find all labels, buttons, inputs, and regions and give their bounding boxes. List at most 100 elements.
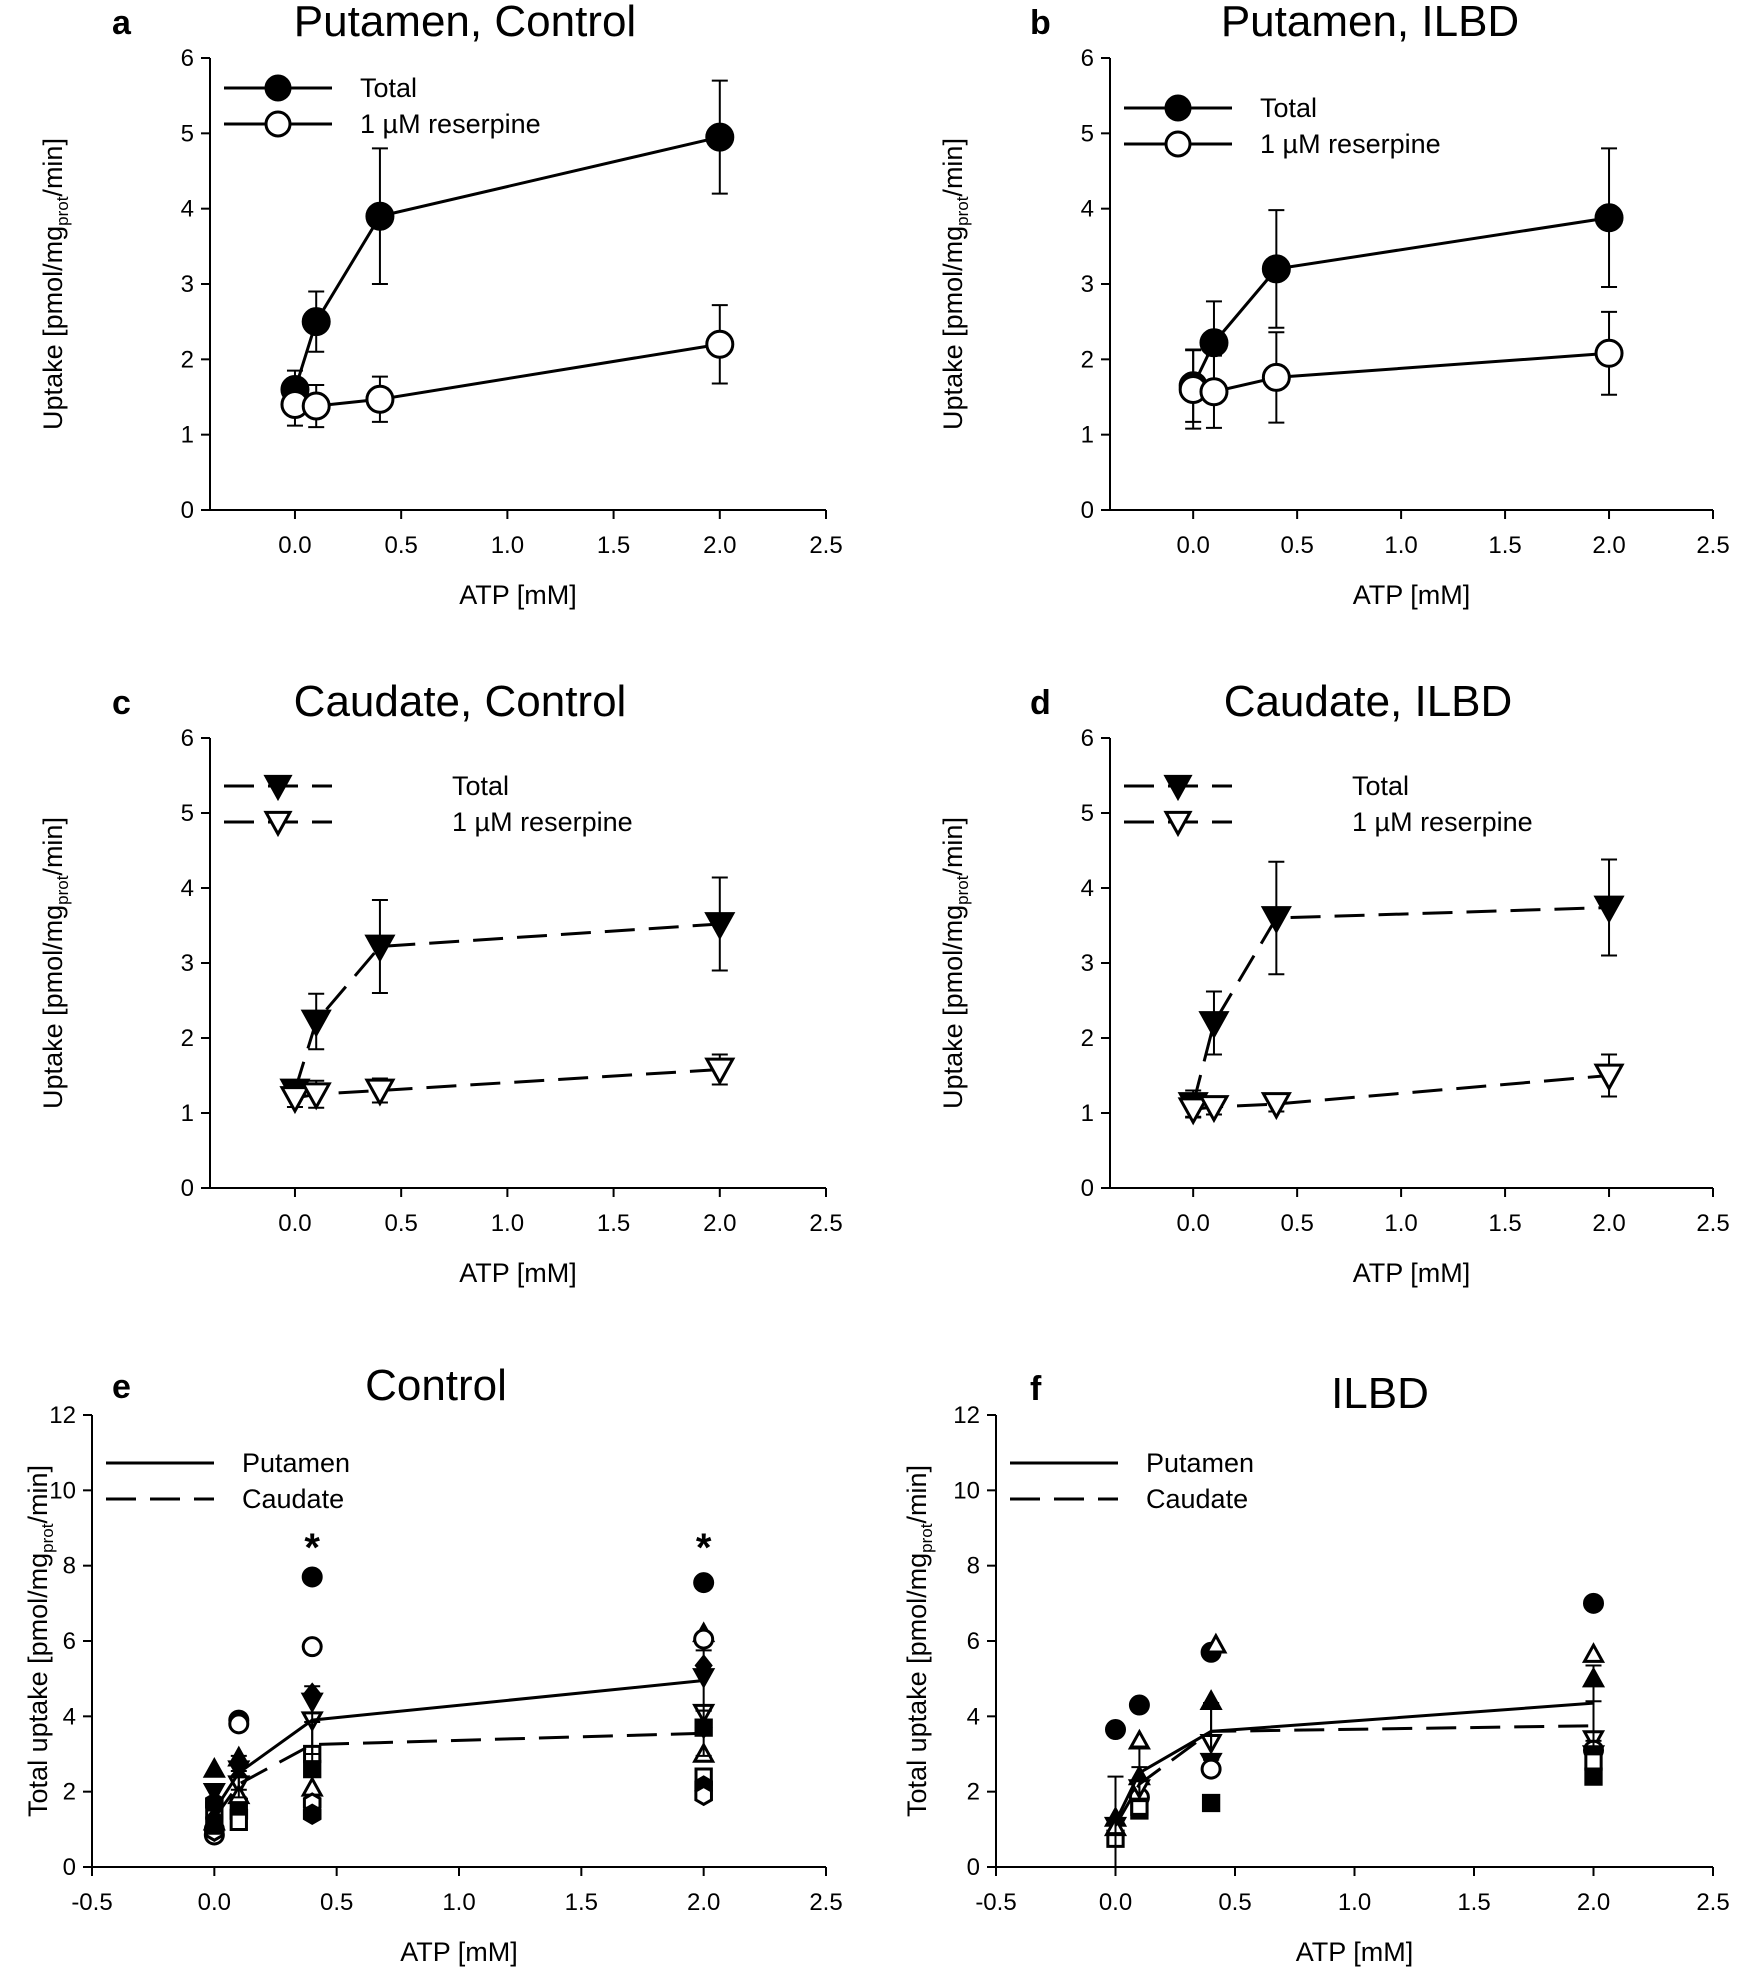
x-tick-label: 0.5 <box>1218 1889 1251 1916</box>
y-tick-label: 0 <box>1081 1175 1094 1202</box>
legend-marker <box>1164 130 1192 158</box>
y-axis-label-unit: /min] <box>38 817 68 876</box>
y-axis-label-unit: /min] <box>938 817 968 876</box>
series-marker-0 <box>1199 328 1229 358</box>
x-tick-label: 1.0 <box>491 1210 524 1237</box>
y-tick-label: 3 <box>1081 950 1094 977</box>
significance-mark: * <box>696 1526 712 1570</box>
series-marker-0 <box>1593 895 1625 924</box>
series-marker-0 <box>1261 254 1291 284</box>
y-tick-label: 1 <box>181 1100 194 1127</box>
x-tick-label: 2.0 <box>703 532 736 559</box>
series-line-0 <box>1191 216 1610 387</box>
series-line-1 <box>294 342 721 408</box>
legend-marker <box>263 774 293 802</box>
data-point <box>693 1572 715 1594</box>
y-tick-label: 5 <box>1081 800 1094 827</box>
y-axis-label-subscript: prot <box>917 1523 936 1553</box>
x-axis-label: ATP [mM] <box>400 1937 518 1967</box>
panel-letter: c <box>112 684 131 722</box>
y-tick-label: 4 <box>181 875 194 902</box>
x-tick-label: 0.5 <box>384 532 417 559</box>
y-tick-label: 4 <box>967 1703 980 1730</box>
y-axis-label: Total uptake [pmol/mgprot/min] <box>23 1465 57 1817</box>
y-tick-label: 0 <box>181 497 194 524</box>
x-tick-label: 0.5 <box>1280 1210 1313 1237</box>
panel-letter: e <box>112 1368 131 1406</box>
y-axis-label-main: Uptake [pmol/mg <box>38 226 68 430</box>
y-axis-label-unit: /min] <box>938 138 968 197</box>
legend-label: Total <box>452 771 509 801</box>
data-point <box>1584 1767 1603 1786</box>
panel-title: Caudate, Control <box>294 677 627 726</box>
y-tick-label: 4 <box>1081 196 1094 223</box>
legend-marker <box>264 110 292 138</box>
y-tick-label: 6 <box>181 45 194 72</box>
series-marker-1 <box>300 1082 332 1111</box>
x-tick-label: 0.5 <box>384 1210 417 1237</box>
legend-marker <box>264 74 292 102</box>
panel-title: Putamen, Control <box>294 0 636 46</box>
y-tick-label: 12 <box>953 1402 980 1429</box>
x-axis-label: ATP [mM] <box>459 1258 577 1288</box>
data-point <box>228 1713 250 1735</box>
x-tick-label: 0.5 <box>1280 532 1313 559</box>
y-axis-label-subscript: prot <box>953 875 972 905</box>
series-marker-1 <box>1594 338 1624 368</box>
x-tick-label: -0.5 <box>71 1889 112 1916</box>
legend-label: 1 µM reserpine <box>360 109 541 139</box>
y-axis-label-subscript: prot <box>953 196 972 226</box>
series-marker-0 <box>365 201 395 231</box>
legend-marker <box>1164 94 1192 122</box>
y-axis-label-subscript: prot <box>38 1523 57 1553</box>
series-marker-0 <box>364 934 396 963</box>
series-marker-1 <box>1261 362 1291 392</box>
x-tick-label: 2.0 <box>687 1889 720 1916</box>
series-marker-1 <box>301 391 331 421</box>
y-tick-label: 2 <box>967 1779 980 1806</box>
data-point <box>1583 1592 1604 1614</box>
data-point <box>202 1756 226 1778</box>
y-tick-label: 2 <box>1081 1025 1094 1052</box>
series-marker-1 <box>364 1078 396 1107</box>
series-marker-0 <box>1198 1011 1230 1040</box>
series-line-0 <box>213 1679 704 1812</box>
y-tick-label: 5 <box>181 120 194 147</box>
y-tick-label: 4 <box>1081 875 1094 902</box>
series-line-1 <box>294 1068 720 1100</box>
series-marker-0 <box>301 307 331 337</box>
x-axis-label: ATP [mM] <box>1353 580 1471 610</box>
x-tick-label: 2.5 <box>809 1889 842 1916</box>
series-marker-1 <box>705 329 735 359</box>
data-point <box>229 1812 248 1831</box>
panel-letter: b <box>1030 4 1051 42</box>
y-tick-label: 6 <box>63 1628 76 1655</box>
series-marker-1 <box>1198 1095 1230 1124</box>
y-tick-label: 6 <box>1081 45 1094 72</box>
y-tick-label: 12 <box>49 1402 76 1429</box>
y-tick-label: 8 <box>63 1553 76 1580</box>
x-tick-label: 1.5 <box>1488 532 1521 559</box>
x-tick-label: 2.5 <box>809 532 842 559</box>
x-tick-label: 1.0 <box>442 1889 475 1916</box>
panel-title: Control <box>365 1361 507 1410</box>
x-tick-label: 1.0 <box>1384 1210 1417 1237</box>
series-line-0 <box>293 135 721 390</box>
data-point <box>301 1636 323 1658</box>
y-tick-label: 1 <box>1081 1100 1094 1127</box>
data-point <box>301 1566 323 1588</box>
legend-label: Total <box>360 73 417 103</box>
series-marker-1 <box>1260 1092 1292 1121</box>
x-tick-label: 0.0 <box>1099 1889 1132 1916</box>
y-axis-label-unit: /min] <box>902 1465 932 1524</box>
y-tick-label: 2 <box>1081 346 1094 373</box>
x-tick-label: 0.0 <box>198 1889 231 1916</box>
y-tick-label: 3 <box>181 271 194 298</box>
y-tick-label: 0 <box>63 1854 76 1881</box>
x-tick-label: 2.0 <box>703 1210 736 1237</box>
data-point <box>1581 1642 1606 1663</box>
panel-title: Caudate, ILBD <box>1224 677 1513 726</box>
panel-title: ILBD <box>1331 1369 1429 1418</box>
data-point <box>1584 1752 1603 1771</box>
y-axis-label: Uptake [pmol/mgprot/min] <box>38 138 72 430</box>
